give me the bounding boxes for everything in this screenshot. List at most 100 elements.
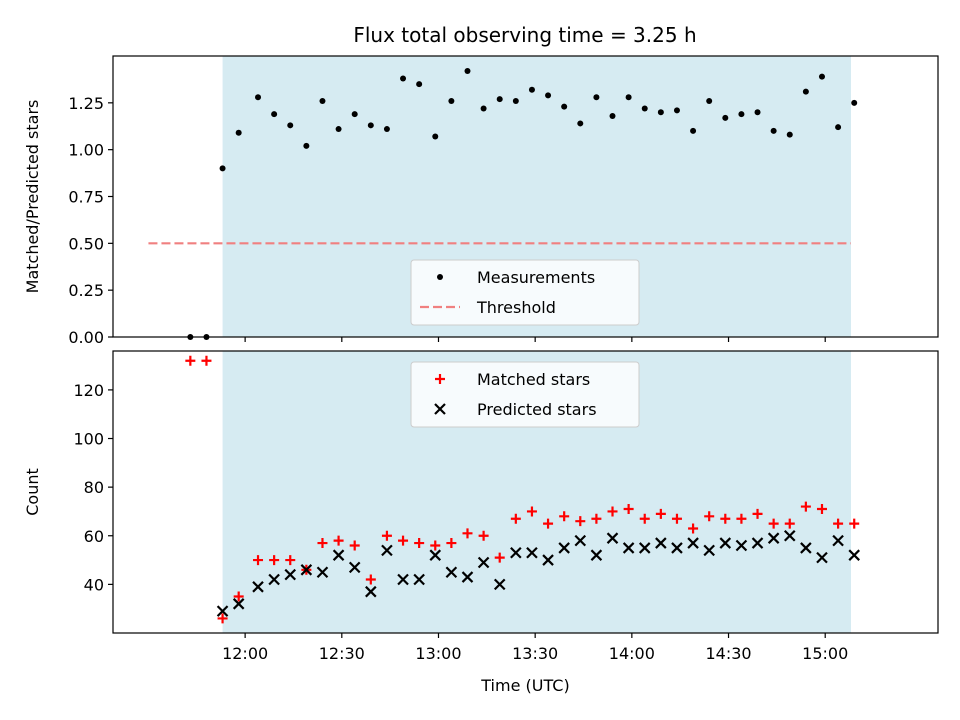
matched-star-point [317,538,328,549]
y-axis-label: Count [23,468,42,516]
matched-star-point [623,504,634,515]
measurement-point [512,97,519,104]
measurement-point [528,86,535,93]
x-tick-label: 14:30 [705,644,751,663]
measurement-point [641,105,648,112]
predicted-star-point [332,549,345,561]
measurement-point [416,81,423,88]
y-tick-label: 40 [84,575,104,594]
matched-star-point [833,518,844,529]
predicted-star-point [300,564,313,576]
matched-star-point [446,538,457,549]
predicted-star-point [832,534,844,547]
predicted-star-point [655,537,667,549]
measurement-point [609,112,616,119]
predicted-star-point [848,549,860,561]
predicted-star-point [542,554,554,566]
measurement-point [303,142,310,149]
measurement-point [593,94,600,101]
matched-star-point [655,508,666,519]
predicted-star-point [316,566,329,579]
matched-star-point [784,518,795,529]
measurement-point [480,105,487,112]
measurement-point [561,103,568,110]
y-tick-label: 0.50 [68,234,104,253]
predicted-star-point [719,537,732,549]
measurement-point [287,122,294,129]
predicted-star-point [493,578,506,591]
measurement-point [657,109,664,116]
predicted-star-point [558,542,570,554]
legend-marker-predicted [434,403,446,415]
predicted-star-point [638,542,651,554]
predicted-star-point [510,546,522,559]
predicted-star-point [816,551,828,564]
predicted-star-point [735,539,748,552]
legend-matched-stars: Matched stars [477,370,590,389]
predicted-star-point [381,544,393,557]
matched-star-point [688,523,699,534]
matched-star-point [269,555,280,566]
matched-star-point [462,528,473,539]
predicted-star-point [751,537,764,549]
matched-star-point [639,513,650,524]
matched-star-point [398,535,409,546]
matched-star-point [849,518,860,529]
measurement-point [432,133,439,140]
matched-star-point [381,530,392,541]
predicted-star-point [606,532,619,544]
predicted-star-point [429,549,442,561]
measurement-point [545,92,552,99]
legend-marker-matched [435,374,445,384]
predicted-star-point [574,534,587,547]
measurement-point [754,109,761,116]
legend-box [410,361,640,428]
measurement-point [835,124,842,131]
y-tick-label: 120 [73,381,104,400]
measurement-point [335,126,342,133]
y-tick-label: 0.25 [68,281,104,300]
legend-predicted-stars: Predicted stars [477,400,597,419]
predicted-star-point [348,561,361,574]
legend-threshold: Threshold [476,298,556,317]
measurement-point [219,165,226,172]
matched-star-point [800,501,811,512]
measurement-point [673,107,680,114]
x-tick-label: 12:00 [222,644,268,663]
predicted-star-point [687,537,699,549]
top-panel: 0.00 0.25 0.50 0.75 1.00 1.25 Matched/Predicte… [23,55,939,347]
matched-star-point [704,511,715,522]
bottom-panel: 40 60 80 100 120 12:00 12:30 13:00 13:30 14:00 14:… [23,350,939,695]
matched-star-point [430,540,441,551]
predicted-star-point [477,556,490,569]
measurement-point [367,122,374,129]
measurement-point [496,96,503,103]
matched-star-point [816,504,827,515]
legend-measurements: Measurements [477,268,595,287]
measurement-point [706,97,713,104]
matched-star-point [591,513,602,524]
matched-star-point [349,540,360,551]
measurement-point [625,94,632,101]
y-tick-label: 80 [84,478,104,497]
matched-star-point [414,538,425,549]
matched-star-point [217,613,228,624]
measurement-point [577,120,584,127]
predicted-star-point [445,566,458,579]
x-tick-label: 15:00 [802,644,848,663]
measurement-point [818,73,825,80]
measurement-point [235,129,242,136]
matched-star-point [559,511,570,522]
x-tick-label: 12:30 [319,644,365,663]
matched-star-point [185,355,196,366]
measurement-point [448,97,455,104]
measurement-point [271,111,278,118]
matched-star-point [607,506,618,517]
predicted-star-point [252,581,264,593]
predicted-star-point [526,546,538,559]
matched-star-point [494,552,505,563]
predicted-star-point [461,571,474,583]
y-tick-label: 60 [84,527,104,546]
matched-star-point [510,513,521,524]
measurement-point [770,127,777,134]
